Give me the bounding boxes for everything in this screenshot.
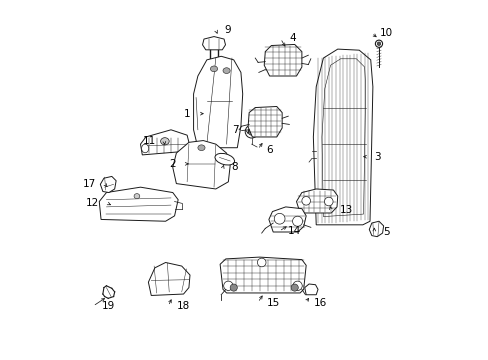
Ellipse shape: [247, 128, 255, 135]
Ellipse shape: [142, 144, 148, 153]
Text: 16: 16: [313, 298, 326, 308]
Text: 14: 14: [287, 226, 300, 236]
Text: 4: 4: [288, 33, 295, 43]
Polygon shape: [247, 107, 282, 137]
Text: 18: 18: [176, 301, 189, 311]
Ellipse shape: [292, 281, 302, 291]
Ellipse shape: [223, 281, 233, 291]
Ellipse shape: [375, 40, 382, 47]
Ellipse shape: [376, 42, 380, 45]
Polygon shape: [202, 37, 225, 50]
Polygon shape: [313, 49, 372, 225]
Text: 9: 9: [224, 25, 230, 35]
Polygon shape: [193, 56, 242, 148]
Ellipse shape: [274, 213, 285, 224]
Text: 5: 5: [382, 227, 389, 237]
Polygon shape: [220, 257, 305, 293]
Polygon shape: [268, 207, 305, 232]
Text: 15: 15: [266, 298, 279, 308]
Text: 11: 11: [142, 136, 155, 145]
Polygon shape: [148, 262, 190, 296]
Text: 3: 3: [373, 152, 380, 162]
Polygon shape: [99, 187, 178, 221]
Ellipse shape: [244, 125, 258, 138]
Text: 19: 19: [101, 301, 114, 311]
Ellipse shape: [160, 138, 169, 145]
Ellipse shape: [290, 284, 298, 291]
Ellipse shape: [198, 145, 204, 150]
Polygon shape: [264, 44, 301, 76]
Polygon shape: [296, 189, 337, 213]
Polygon shape: [321, 59, 365, 217]
Text: 8: 8: [231, 162, 238, 172]
Ellipse shape: [223, 68, 230, 73]
Ellipse shape: [134, 194, 140, 199]
Ellipse shape: [215, 153, 234, 165]
Polygon shape: [100, 176, 116, 193]
Polygon shape: [304, 284, 317, 295]
Text: 17: 17: [83, 179, 96, 189]
Text: 1: 1: [183, 109, 190, 119]
Ellipse shape: [210, 66, 217, 72]
Ellipse shape: [324, 197, 332, 206]
Text: 12: 12: [85, 198, 99, 208]
Ellipse shape: [292, 216, 302, 226]
Text: 7: 7: [232, 125, 238, 135]
Polygon shape: [172, 140, 230, 189]
Text: 10: 10: [379, 28, 392, 38]
Text: 6: 6: [266, 144, 272, 154]
Polygon shape: [140, 130, 188, 155]
Ellipse shape: [230, 284, 237, 291]
Ellipse shape: [257, 258, 265, 267]
Ellipse shape: [301, 197, 310, 205]
Polygon shape: [368, 221, 383, 237]
Text: 13: 13: [339, 206, 352, 216]
Text: 2: 2: [169, 159, 176, 169]
